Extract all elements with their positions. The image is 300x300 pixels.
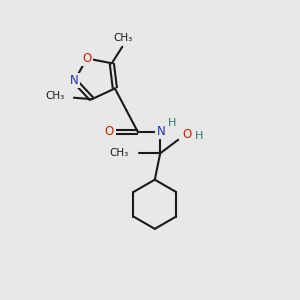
Text: O: O [82,52,92,65]
Text: CH₃: CH₃ [110,148,129,158]
Text: O: O [182,128,191,141]
Text: O: O [105,125,114,138]
Text: H: H [167,118,176,128]
Text: N: N [156,125,165,138]
Text: CH₃: CH₃ [45,91,64,101]
Text: N: N [70,74,79,87]
Text: CH₃: CH₃ [113,33,132,43]
Text: H: H [195,131,203,141]
